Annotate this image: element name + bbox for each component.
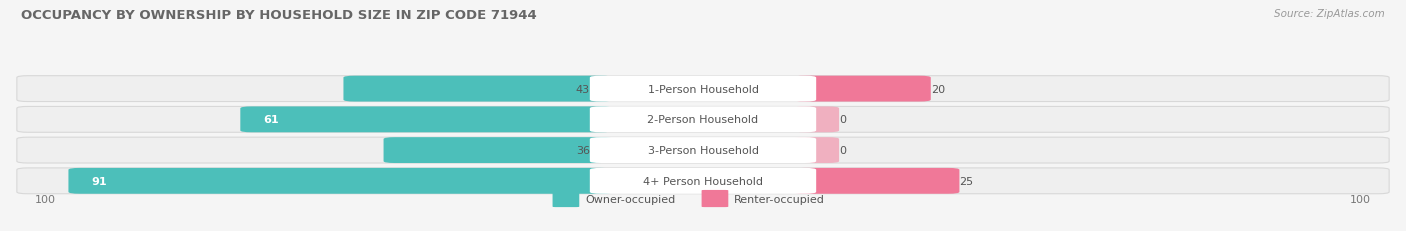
Text: 3-Person Household: 3-Person Household — [648, 146, 758, 155]
Text: Renter-occupied: Renter-occupied — [734, 194, 825, 204]
FancyBboxPatch shape — [702, 190, 728, 207]
FancyBboxPatch shape — [793, 107, 839, 133]
FancyBboxPatch shape — [240, 107, 613, 133]
Text: 91: 91 — [91, 176, 107, 186]
FancyBboxPatch shape — [17, 168, 1389, 194]
FancyBboxPatch shape — [591, 138, 815, 163]
FancyBboxPatch shape — [384, 138, 613, 163]
Text: 0: 0 — [839, 146, 846, 155]
Text: 1-Person Household: 1-Person Household — [648, 84, 758, 94]
FancyBboxPatch shape — [591, 107, 815, 133]
Text: 43: 43 — [575, 84, 591, 94]
Text: 61: 61 — [263, 115, 278, 125]
FancyBboxPatch shape — [591, 168, 815, 194]
Text: 0: 0 — [839, 115, 846, 125]
Text: 36: 36 — [576, 146, 591, 155]
Text: 20: 20 — [931, 84, 945, 94]
FancyBboxPatch shape — [793, 138, 839, 163]
Text: OCCUPANCY BY OWNERSHIP BY HOUSEHOLD SIZE IN ZIP CODE 71944: OCCUPANCY BY OWNERSHIP BY HOUSEHOLD SIZE… — [21, 9, 537, 22]
Text: Source: ZipAtlas.com: Source: ZipAtlas.com — [1274, 9, 1385, 19]
FancyBboxPatch shape — [343, 76, 613, 102]
FancyBboxPatch shape — [17, 107, 1389, 133]
Text: 100: 100 — [1350, 194, 1371, 204]
FancyBboxPatch shape — [591, 76, 815, 102]
Text: Owner-occupied: Owner-occupied — [585, 194, 675, 204]
FancyBboxPatch shape — [793, 76, 931, 102]
FancyBboxPatch shape — [793, 168, 959, 194]
FancyBboxPatch shape — [17, 76, 1389, 102]
Text: 25: 25 — [959, 176, 973, 186]
FancyBboxPatch shape — [69, 168, 613, 194]
Text: 2-Person Household: 2-Person Household — [647, 115, 759, 125]
FancyBboxPatch shape — [553, 190, 579, 207]
FancyBboxPatch shape — [17, 138, 1389, 163]
Text: 100: 100 — [35, 194, 56, 204]
Text: 4+ Person Household: 4+ Person Household — [643, 176, 763, 186]
